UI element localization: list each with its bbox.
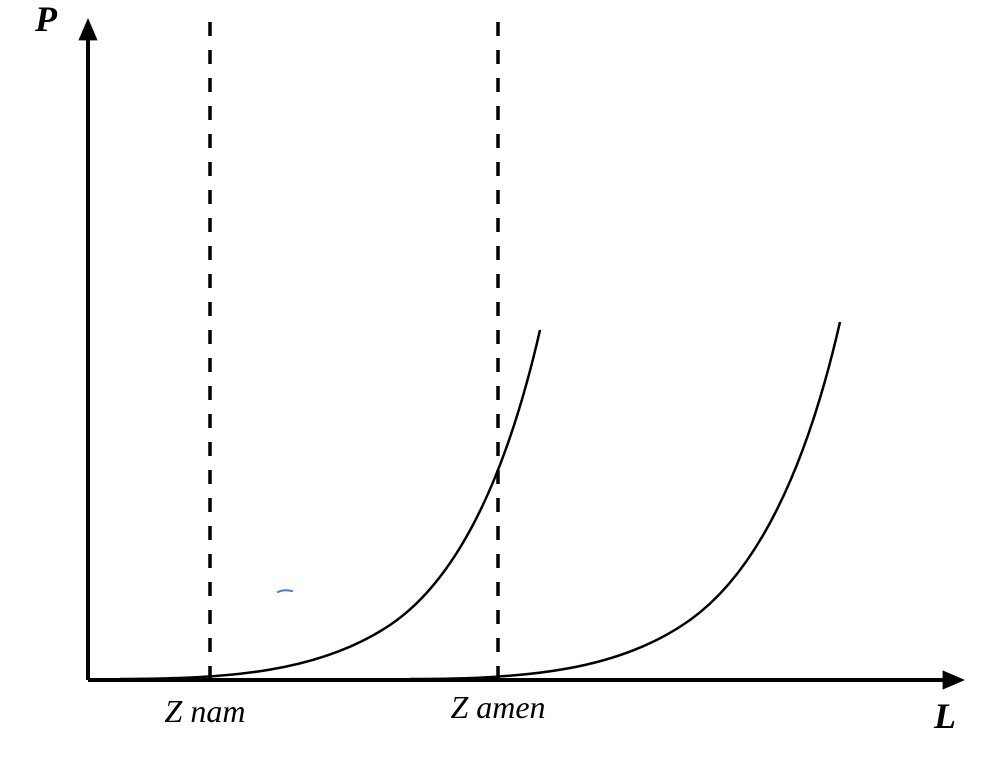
chart-container: P L Z nam Z amen [0,0,1000,753]
vline-label-1: Z amen [450,689,545,725]
x-axis-label: L [933,696,956,736]
chart-background [0,0,1000,753]
chart-svg: P L Z nam Z amen [0,0,1000,753]
vline-label-0: Z nam [165,693,246,729]
y-axis-label: P [34,0,58,39]
